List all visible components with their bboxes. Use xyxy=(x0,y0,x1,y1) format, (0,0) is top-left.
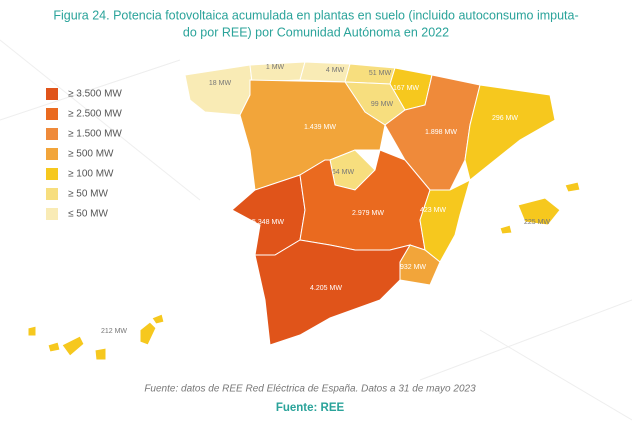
region-shape xyxy=(139,321,157,346)
region-label: 99 MW xyxy=(371,101,394,108)
region-label: 225 MW xyxy=(524,219,550,226)
region-shape xyxy=(94,347,107,361)
source-short: Fuente: REE xyxy=(276,402,345,414)
title-line: Figura 24. Potencia fotovoltaica acumula… xyxy=(53,8,578,22)
region-label: 51 MW xyxy=(369,70,392,77)
region-label: 932 MW xyxy=(400,264,426,271)
legend-label: ≥ 3.500 MW xyxy=(68,89,122,100)
legend-swatch xyxy=(46,88,58,100)
legend-swatch xyxy=(46,108,58,120)
region-label: 2.979 MW xyxy=(352,210,384,217)
region-label: 1.439 MW xyxy=(304,124,336,131)
legend-swatch xyxy=(46,208,58,220)
legend-label: ≥ 1.500 MW xyxy=(68,129,122,140)
region-shape xyxy=(151,313,165,325)
region-label: 4 MW xyxy=(326,67,345,74)
region-shape xyxy=(184,64,253,116)
region-label: 64 MW xyxy=(332,169,355,176)
background-network xyxy=(0,39,632,421)
region-shape xyxy=(517,197,561,226)
region-shape xyxy=(254,239,412,346)
legend-swatch xyxy=(46,168,58,180)
legend-swatch xyxy=(46,148,58,160)
region-label: 1 MW xyxy=(266,64,285,71)
legend-swatch xyxy=(46,128,58,140)
region-label: 18 MW xyxy=(209,80,232,87)
legend-label: ≥ 500 MW xyxy=(68,149,114,160)
legend-label: ≤ 50 MW xyxy=(68,209,108,220)
region-label: 167 MW xyxy=(393,85,419,92)
legend-label: ≥ 2.500 MW xyxy=(68,109,122,120)
region-shape xyxy=(27,325,37,337)
region-label: 296 MW xyxy=(492,115,518,122)
legend-swatch xyxy=(46,188,58,200)
region-shape xyxy=(61,335,85,357)
region-label: 4.205 MW xyxy=(310,285,342,292)
legend: ≥ 3.500 MW ≥ 2.500 MW ≥ 1.500 MW ≥ 500 MW ≥ … xyxy=(46,88,122,220)
region-shape xyxy=(564,181,581,193)
region-shape xyxy=(47,341,61,353)
region-label: 423 MW xyxy=(420,207,446,214)
region-label: 1.898 MW xyxy=(425,129,457,136)
region-label: 5.348 MW xyxy=(252,219,284,226)
title-line: do por REE) por Comunidad Autónoma en 20… xyxy=(183,25,449,39)
region-shape xyxy=(464,84,556,181)
regions: 18 MW 1 MW 4 MW 51 MW 167 MW 99 MW 1.898 MW 296… xyxy=(27,61,581,361)
source-note: Fuente: datos de REE Red Eléctrica de Es… xyxy=(144,384,476,395)
legend-label: ≥ 100 MW xyxy=(68,169,114,180)
region-label: 212 MW xyxy=(101,328,127,335)
legend-label: ≥ 50 MW xyxy=(68,189,108,200)
region-shape xyxy=(499,224,513,235)
